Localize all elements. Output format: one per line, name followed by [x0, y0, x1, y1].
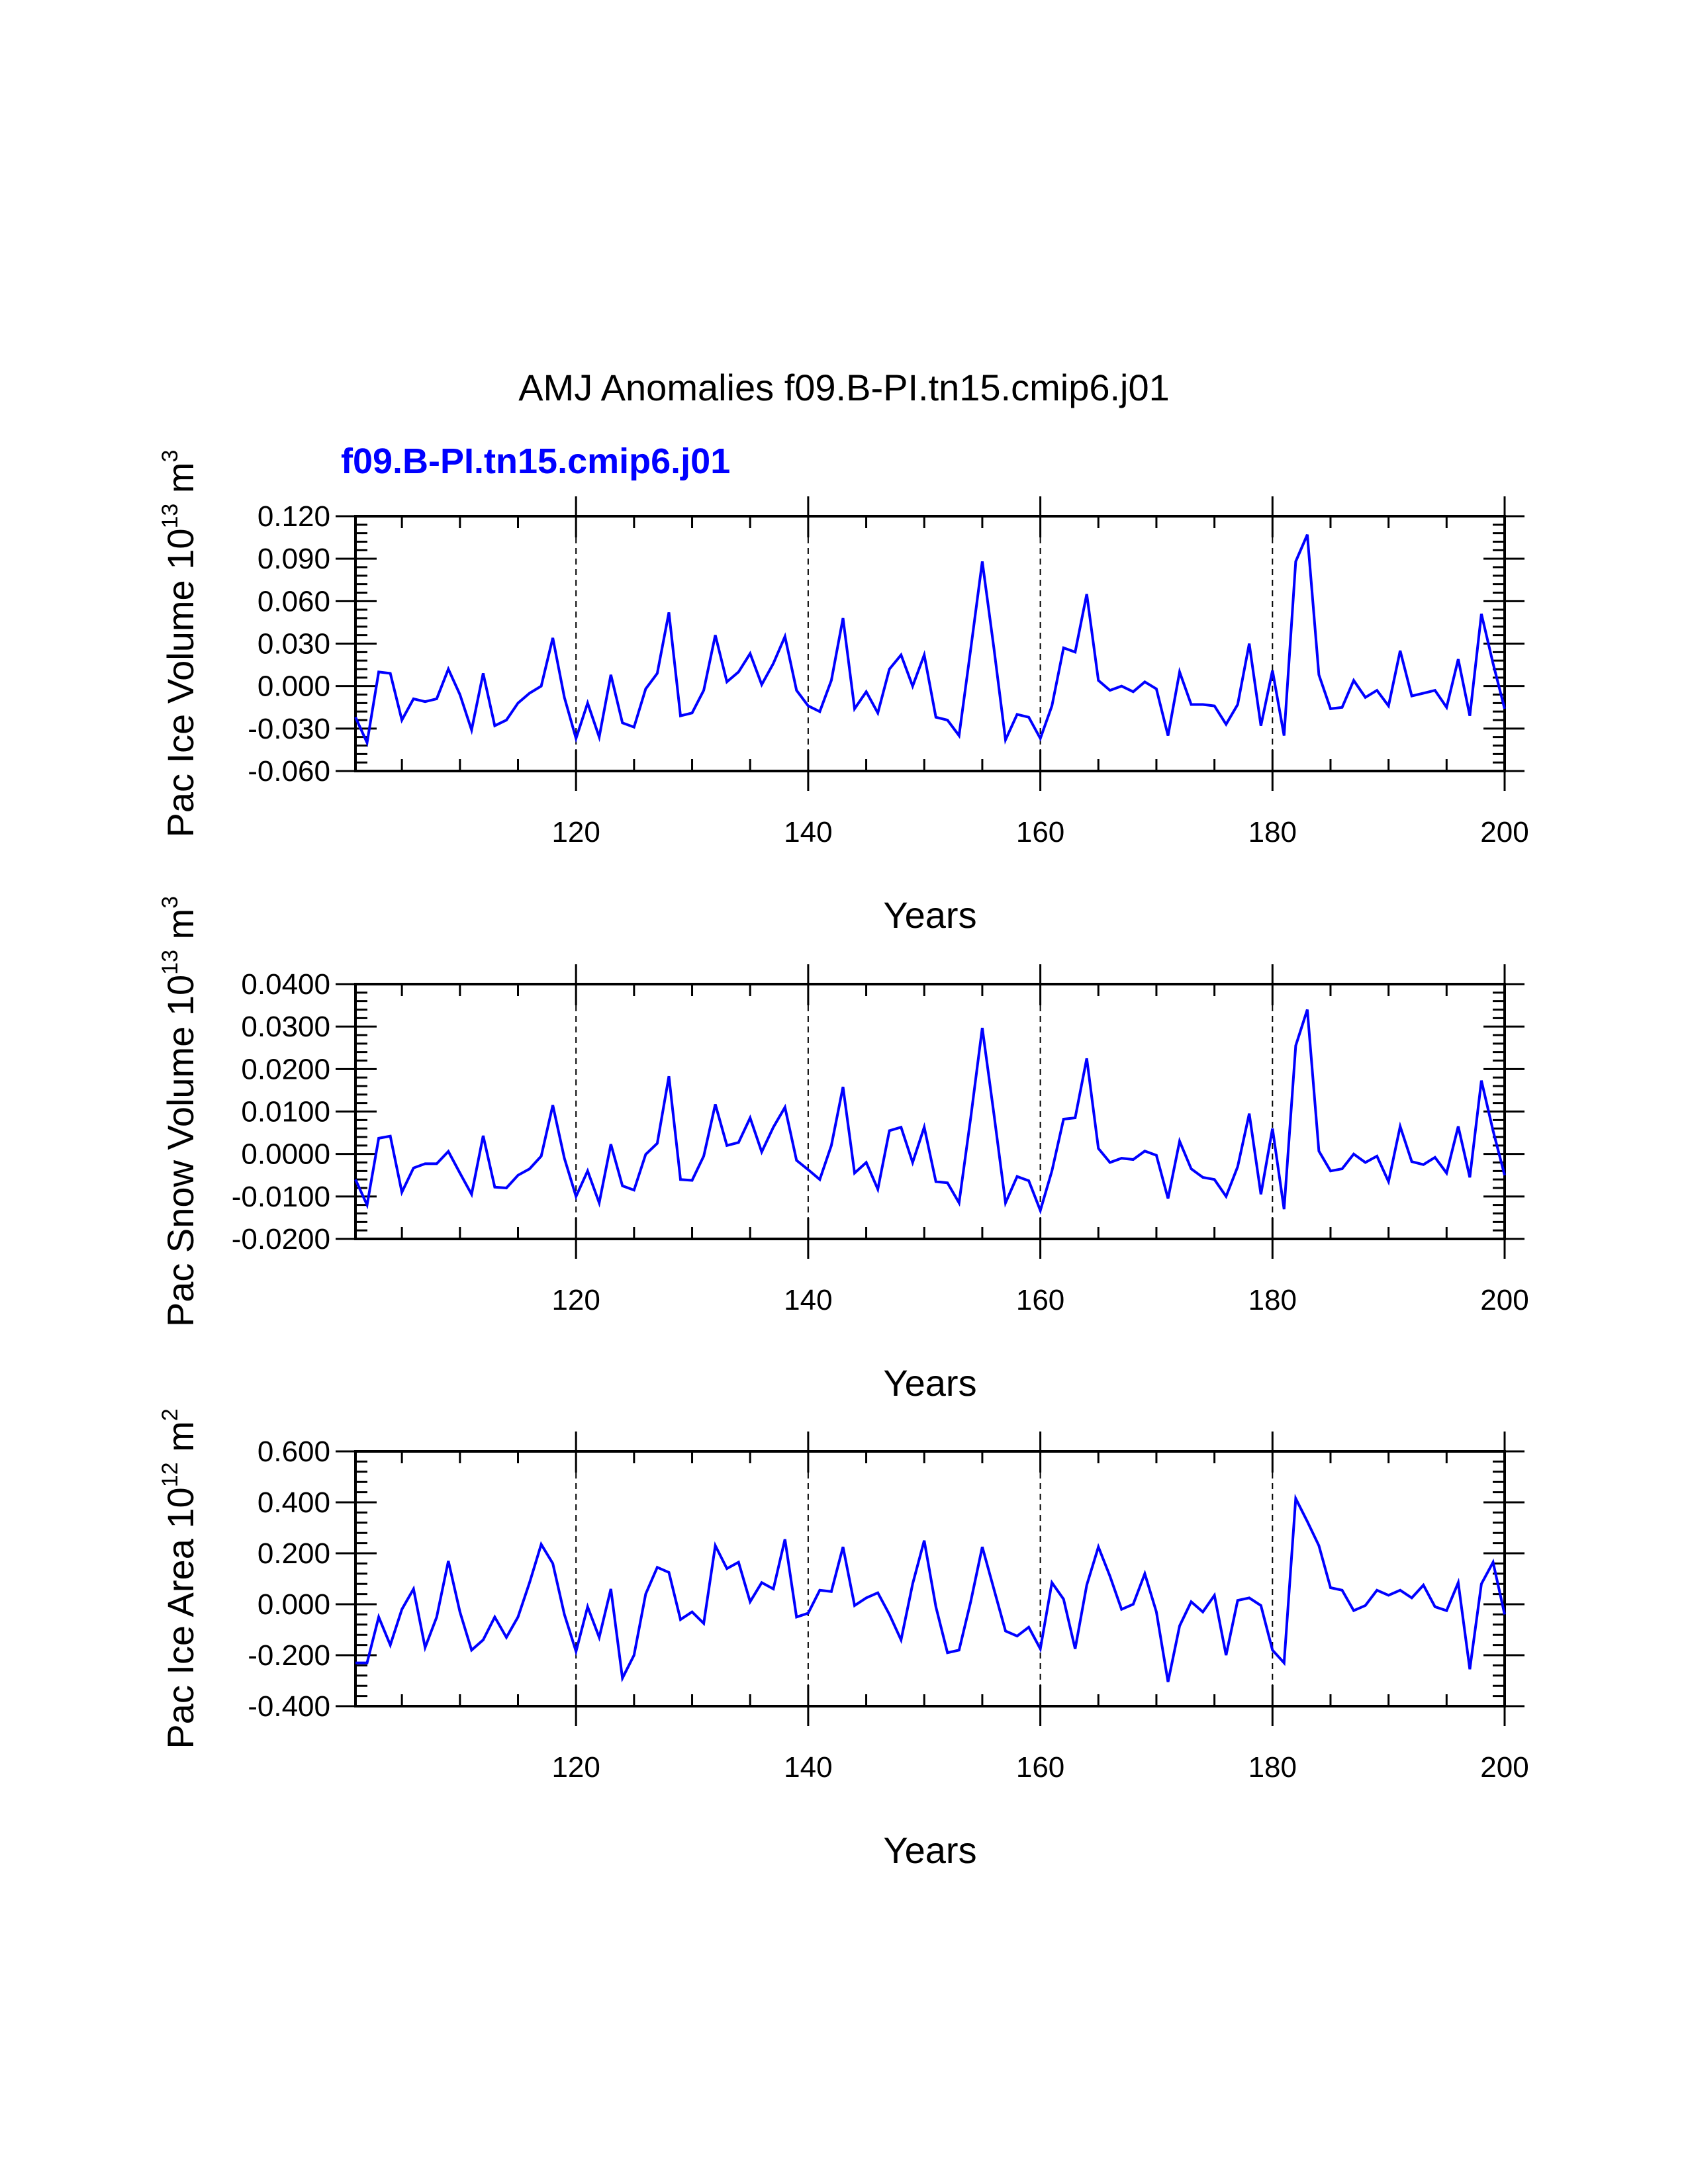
x-axis-title: Years	[883, 1362, 976, 1404]
series-line-snow-volume	[354, 1009, 1506, 1215]
series-line-ice-area	[355, 1493, 1506, 1683]
y-axis-title: Pac Ice Volume 1013 m3	[158, 450, 201, 838]
x-tick-label: 200	[1480, 816, 1528, 848]
main-title: AMJ Anomalies f09.B-PI.tn15.cmip6.j01	[518, 367, 1170, 408]
y-tick-label: 0.0300	[241, 1011, 330, 1043]
panel-snow-volume: 120 140 160 180 200 -0.0200 -0.0100 0.0000 0.010…	[158, 896, 1529, 1404]
y-tick-label: 0.600	[258, 1435, 330, 1468]
x-tick-label: 140	[784, 1284, 832, 1316]
y-tick-label: 0.000	[258, 670, 330, 703]
y-title-base: Pac Ice Volume 10	[160, 529, 201, 838]
x-tick-label: 180	[1248, 1284, 1297, 1316]
plot-frame	[354, 1450, 1506, 1707]
y-tick-label: 0.200	[258, 1537, 330, 1570]
x-tick-label: 160	[1016, 816, 1064, 848]
x-tick-label: 120	[551, 1284, 600, 1316]
y-axis-title: Pac Snow Volume 1013 m3	[158, 896, 201, 1327]
y-tick-label: 0.400	[258, 1486, 330, 1519]
x-tick-label: 140	[784, 1751, 832, 1784]
x-tick-label: 160	[1016, 1751, 1064, 1784]
y-axis-title: Pac Ice Area 1012 m2	[158, 1408, 201, 1749]
y-title-unit: m	[160, 1421, 201, 1462]
chart-panels: 120 140 160 180 200 -0.060 -0.030 0.000 0.030 0.0…	[158, 450, 1529, 1871]
x-axis-title: Years	[883, 894, 976, 936]
y-tick-label: -0.060	[248, 755, 330, 788]
y-title-unit-exponent: 3	[158, 896, 183, 909]
panel-ice-area: 120 140 160 180 200 -0.400 -0.200 0.000 0.200 0.4…	[158, 1408, 1529, 1871]
y-tick-label: 0.120	[258, 500, 330, 533]
plot-frame	[354, 515, 1506, 772]
x-tick-label: 180	[1248, 816, 1297, 848]
x-tick-label: 200	[1480, 1751, 1528, 1784]
panel-ice-volume: 120 140 160 180 200 -0.060 -0.030 0.000 0.030 0.0…	[158, 450, 1529, 936]
y-tick-label: 0.0400	[241, 968, 330, 1001]
y-tick-label: -0.400	[248, 1690, 330, 1723]
y-title-unit-exponent: 3	[158, 450, 183, 463]
y-title-exponent: 12	[158, 1462, 183, 1487]
y-tick-label: -0.0200	[232, 1223, 330, 1255]
x-tick-label: 200	[1480, 1284, 1528, 1316]
x-tick-label: 140	[784, 816, 832, 848]
y-title-unit: m	[160, 909, 201, 950]
plot-frame	[354, 983, 1506, 1240]
y-tick-label: 0.030	[258, 628, 330, 660]
x-tick-label: 120	[551, 816, 600, 848]
y-tick-label: 0.0100	[241, 1096, 330, 1128]
x-axis-title: Years	[883, 1829, 976, 1871]
case-label: f09.B-PI.tn15.cmip6.j01	[341, 441, 730, 481]
y-tick-label: 0.0000	[241, 1138, 330, 1171]
y-title-unit: m	[160, 462, 201, 503]
x-tick-label: 160	[1016, 1284, 1064, 1316]
y-tick-label: -0.030	[248, 713, 330, 745]
y-title-exponent: 13	[158, 504, 183, 529]
y-title-unit-exponent: 2	[158, 1408, 183, 1421]
y-title-exponent: 13	[158, 950, 183, 975]
y-tick-label: 0.090	[258, 543, 330, 575]
y-tick-label: 0.060	[258, 585, 330, 617]
series-line-ice-volume	[354, 534, 1506, 748]
y-tick-label: 0.0200	[241, 1053, 330, 1085]
y-title-base: Pac Snow Volume 10	[160, 975, 201, 1327]
y-tick-label: -0.200	[248, 1639, 330, 1672]
y-tick-label: -0.0100	[232, 1181, 330, 1213]
y-title-base: Pac Ice Area 10	[160, 1487, 201, 1749]
y-tick-label: 0.000	[258, 1588, 330, 1621]
x-tick-label: 180	[1248, 1751, 1297, 1784]
x-tick-label: 120	[551, 1751, 600, 1784]
